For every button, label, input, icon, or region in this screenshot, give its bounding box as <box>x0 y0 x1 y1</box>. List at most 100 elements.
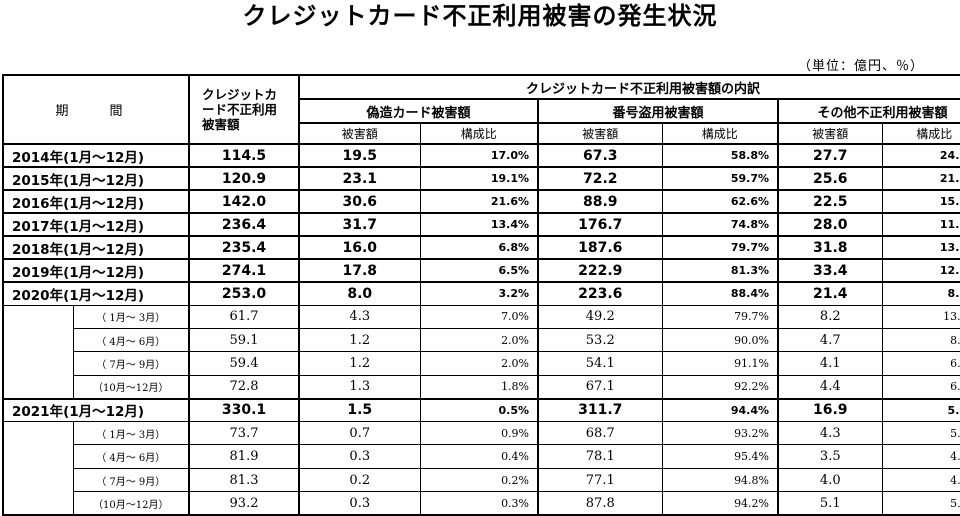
theft-ratio-cell: 94.4% <box>661 397 780 423</box>
other-amount-cell: 4.3 <box>777 421 883 446</box>
forgery-amount-cell: 8.0 <box>298 281 421 306</box>
total-amount-cell: 72.8 <box>188 374 301 400</box>
theft-ratio-cell: 79.7% <box>661 304 780 329</box>
total-amount-cell: 274.1 <box>188 258 301 283</box>
total-amount-cell: 81.9 <box>188 444 301 469</box>
forgery-amount-cell: 0.3 <box>298 444 421 469</box>
forgery-ratio-cell: 0.9% <box>419 421 540 446</box>
theft-amount-cell: 222.9 <box>537 258 663 283</box>
theft-ratio-cell: 94.2% <box>661 491 780 516</box>
total-amount-cell: 73.7 <box>188 421 301 446</box>
theft-ratio-cell: 58.8% <box>661 143 780 168</box>
forgery-amount-cell: 30.6 <box>298 189 421 214</box>
table-row-quarter: （10月～12月）93.20.30.3%87.894.2%5.15.5% <box>2 491 960 516</box>
table-row-quarter: （ 1月～ 3月）61.74.37.0%49.279.7%8.213.3% <box>2 304 960 329</box>
forgery-amount-cell: 1.2 <box>298 327 421 353</box>
forgery-ratio-cell: 17.0% <box>419 143 540 168</box>
theft-ratio-cell: 93.2% <box>661 421 780 446</box>
other-ratio-cell: 8.5% <box>881 281 960 306</box>
other-amount-cell: 21.4 <box>777 281 883 306</box>
total-amount-cell: 236.4 <box>188 212 301 237</box>
forgery-amount-cell: 0.3 <box>298 491 421 516</box>
forgery-amount-cell: 0.2 <box>298 467 421 493</box>
table-body: 2014年(1月～12月) 114.5 19.5 17.0% 67.3 58.8% 27.7… <box>1 143 960 516</box>
total-amount-cell: 61.7 <box>188 304 301 329</box>
theft-amount-cell: 72.2 <box>537 166 663 191</box>
total-amount-cell: 253.0 <box>188 281 301 306</box>
indent-cell <box>2 468 73 492</box>
table-row-year: 2021年(1月～12月) 330.1 1.5 0.5% 311.7 94.4% 16.9 5… <box>1 397 960 423</box>
forgery-ratio-cell: 21.6% <box>419 189 540 214</box>
table-row-year: 2017年(1月～12月) 236.4 31.7 13.4% 176.7 74.8% 28.… <box>1 212 960 237</box>
total-amount-cell: 120.9 <box>188 166 301 191</box>
number-theft-header: 番号盗用被害額 <box>537 98 780 124</box>
theft-amount-cell: 78.1 <box>537 444 663 469</box>
indent-cell <box>2 375 73 400</box>
forgery-ratio-cell: 13.4% <box>419 212 540 237</box>
other-ratio-cell: 12.2% <box>881 258 960 283</box>
quarter-label: （10月～12月） <box>72 491 191 516</box>
other-ratio-cell: 5.5% <box>881 491 960 516</box>
theft-amount-cell: 223.6 <box>537 281 663 306</box>
other-amount-header: 被害額 <box>777 123 883 145</box>
theft-ratio-cell: 81.3% <box>661 258 780 283</box>
theft-ratio-cell: 91.1% <box>661 351 780 376</box>
forgery-amount-cell: 1.2 <box>298 351 421 376</box>
forgery-ratio-cell: 3.2% <box>419 281 540 306</box>
theft-amount-cell: 54.1 <box>537 351 663 376</box>
other-ratio-cell: 15.8% <box>881 189 960 214</box>
theft-ratio-cell: 95.4% <box>661 444 780 469</box>
total-amount-cell: 114.5 <box>188 143 301 168</box>
theft-ratio-cell: 92.2% <box>661 374 780 400</box>
theft-amount-cell: 67.1 <box>537 374 663 400</box>
total-amount-cell: 81.3 <box>188 467 301 493</box>
period-label: 2018年(1月～12月) <box>1 235 191 260</box>
other-amount-cell: 27.7 <box>777 143 883 168</box>
other-ratio-cell: 6.0% <box>881 374 960 400</box>
other-amount-cell: 3.5 <box>777 444 883 469</box>
forgery-amount-cell: 4.3 <box>298 304 421 329</box>
theft-ratio-cell: 62.6% <box>661 189 780 214</box>
table-row-year: 2018年(1月～12月) 235.4 16.0 6.8% 187.6 79.7% 31.8… <box>1 235 960 260</box>
forgery-ratio-cell: 0.2% <box>419 467 540 493</box>
other-amount-cell: 31.8 <box>777 235 883 260</box>
page-title: クレジットカード不正利用被害の発生状況 <box>242 2 718 30</box>
indent-cell <box>2 491 73 516</box>
forgery-ratio-cell: 2.0% <box>419 327 540 353</box>
other-amount-cell: 28.0 <box>777 212 883 237</box>
forgery-ratio-cell: 0.4% <box>419 444 540 469</box>
theft-amount-cell: 88.9 <box>537 189 663 214</box>
quarter-label: （ 1月～ 3月） <box>72 421 191 446</box>
indent-cell <box>2 305 73 329</box>
total-amount-cell: 235.4 <box>188 235 301 260</box>
table-row-quarter: （ 1月～ 3月）73.70.70.9%68.793.2%4.35.8% <box>2 421 960 446</box>
forgery-amount-cell: 19.5 <box>298 143 421 168</box>
theft-amount-cell: 53.2 <box>537 327 663 353</box>
period-label: 2014年(1月～12月) <box>1 143 191 168</box>
forgery-header: 偽造カード被害額 <box>298 98 540 124</box>
total-header: クレジットカード不正利用被害額 <box>188 74 301 145</box>
other-amount-cell: 8.2 <box>777 304 883 329</box>
breakdown-header: クレジットカード不正利用被害額の内訳 <box>298 74 960 100</box>
other-ratio-cell: 21.2% <box>881 166 960 191</box>
theft-amount-cell: 87.8 <box>537 491 663 516</box>
period-label: 2017年(1月～12月) <box>1 212 191 237</box>
other-amount-cell: 4.0 <box>777 467 883 493</box>
theft-ratio-cell: 90.0% <box>661 327 780 353</box>
forgery-ratio-cell: 6.8% <box>419 235 540 260</box>
quarter-label: （ 7月～ 9月） <box>72 467 191 493</box>
other-amount-cell: 4.7 <box>777 327 883 353</box>
table-row-year: 2019年(1月～12月) 274.1 17.8 6.5% 222.9 81.3% 33.4… <box>1 258 960 283</box>
indent-cell <box>2 421 73 445</box>
forgery-ratio-cell: 2.0% <box>419 351 540 376</box>
quarter-label: （ 4月～ 6月） <box>72 327 191 353</box>
other-ratio-cell: 4.2% <box>881 444 960 469</box>
theft-amount-cell: 176.7 <box>537 212 663 237</box>
fraud-damage-table: 期 間 クレジットカード不正利用被害額 クレジットカード不正利用被害額の内訳 偽… <box>1 74 960 516</box>
theft-amount-cell: 187.6 <box>537 235 663 260</box>
total-header-label: クレジットカード不正利用被害額 <box>202 87 278 132</box>
table-row-quarter: （ 7月～ 9月）81.30.20.2%77.194.8%4.04.9% <box>2 467 960 493</box>
table-row-quarter: （ 4月～ 6月）81.90.30.4%78.195.4%3.54.2% <box>2 444 960 469</box>
forgery-ratio-cell: 19.1% <box>419 166 540 191</box>
theft-ratio-cell: 79.7% <box>661 235 780 260</box>
